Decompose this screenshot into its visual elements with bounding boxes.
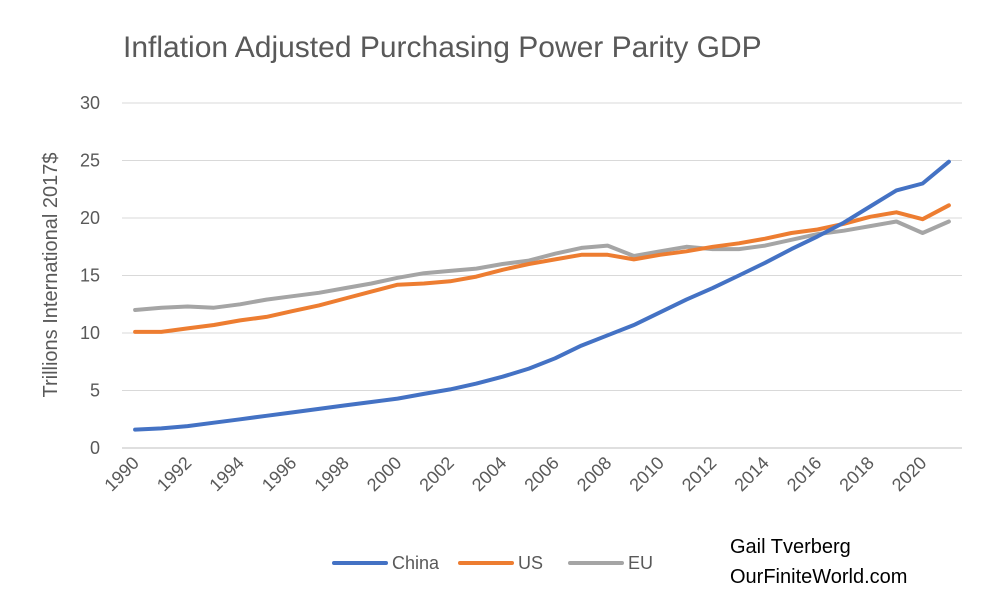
y-tick-labels: 0 5 10 15 20 25 30 — [80, 93, 100, 458]
x-tick-label: 2016 — [783, 453, 825, 495]
x-tick-label: 1996 — [258, 453, 300, 495]
x-tick-label: 2014 — [730, 453, 772, 495]
y-tick-label: 25 — [80, 151, 100, 171]
x-tick-label: 2000 — [363, 453, 405, 495]
legend-item-china: China — [332, 553, 440, 573]
x-tick-label: 2006 — [520, 453, 562, 495]
legend-label: US — [518, 553, 543, 573]
legend-label: EU — [628, 553, 653, 573]
x-tick-label: 2012 — [678, 453, 720, 495]
gridlines — [122, 102, 962, 449]
x-tick-label: 2004 — [468, 453, 510, 495]
y-tick-label: 10 — [80, 323, 100, 343]
x-tick-label: 1998 — [310, 453, 352, 495]
y-tick-label: 15 — [80, 266, 100, 286]
legend-label: China — [392, 553, 440, 573]
y-tick-label: 20 — [80, 208, 100, 228]
series-line-eu — [133, 219, 951, 312]
series-line-china — [133, 159, 951, 432]
x-tick-label: 2018 — [835, 453, 877, 495]
x-tick-label: 2008 — [573, 453, 615, 495]
x-tick-label: 1990 — [100, 453, 142, 495]
series-lines — [133, 159, 951, 432]
y-tick-label: 30 — [80, 93, 100, 113]
legend-item-us: US — [458, 553, 543, 573]
y-axis-label: Trillions International 2017$ — [40, 153, 62, 398]
x-tick-label: 1992 — [153, 453, 195, 495]
credit-website: OurFiniteWorld.com — [730, 566, 907, 588]
legend-item-eu: EU — [568, 553, 653, 573]
credit-author: Gail Tverberg — [730, 536, 851, 558]
chart-title: Inflation Adjusted Purchasing Power Pari… — [123, 31, 762, 64]
series-line-us — [133, 203, 951, 334]
y-tick-label: 0 — [90, 438, 100, 458]
x-tick-label: 2020 — [888, 453, 930, 495]
legend: China US EU — [332, 553, 653, 573]
x-tick-label: 2002 — [415, 453, 457, 495]
x-tick-labels: 1990 1992 1994 1996 1998 2000 2002 2004 2006 2008… — [100, 453, 930, 495]
y-tick-label: 5 — [90, 381, 100, 401]
x-tick-label: 2010 — [625, 453, 667, 495]
x-tick-label: 1994 — [205, 453, 247, 495]
